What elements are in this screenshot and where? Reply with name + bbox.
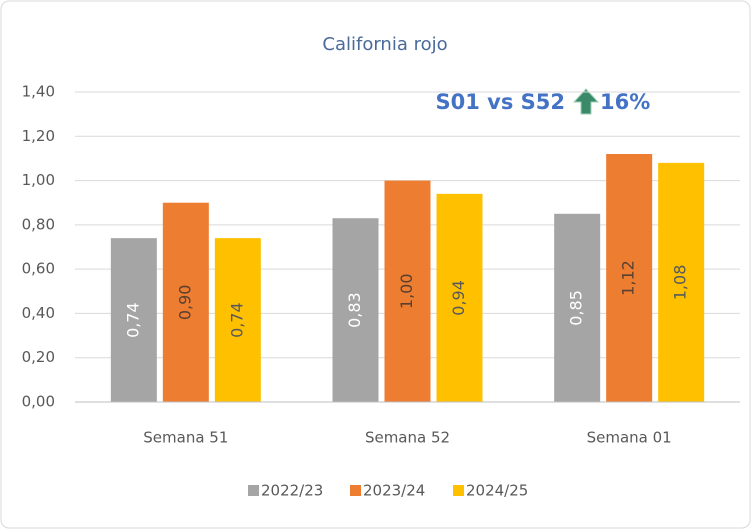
y-tick-label: 1,40 (22, 83, 55, 101)
legend-label: 2024/25 (466, 482, 528, 500)
y-tick-label: 0,20 (22, 348, 55, 366)
legend-label: 2022/23 (261, 482, 323, 500)
legend-swatch (350, 485, 361, 496)
bar (384, 180, 431, 402)
chart-title: California rojo (322, 34, 447, 55)
bar (214, 238, 261, 402)
y-tick-label: 1,20 (22, 127, 55, 145)
bar (332, 218, 379, 402)
up-arrow-icon (572, 88, 600, 115)
bar (110, 238, 157, 402)
value-label: 1,08 (671, 265, 690, 301)
y-tick-label: 1,00 (22, 171, 55, 189)
bar (162, 202, 209, 402)
annotation: S01 vs S52 (435, 90, 565, 114)
value-label: 0,74 (227, 302, 246, 338)
y-tick-label: 0,80 (22, 215, 55, 233)
x-tick-label: Semana 51 (143, 429, 228, 447)
value-label: 0,74 (123, 302, 142, 338)
legend-swatch (248, 485, 259, 496)
x-tick-label: Semana 01 (587, 429, 672, 447)
value-label: 1,00 (397, 273, 416, 309)
annotation-change: 16% (600, 90, 650, 114)
y-tick-label: 0,40 (22, 304, 55, 322)
x-tick-label: Semana 52 (365, 429, 450, 447)
bar (606, 154, 653, 402)
value-label: 0,83 (345, 292, 364, 328)
value-label: 0,85 (567, 290, 586, 326)
bar (436, 193, 483, 402)
value-label: 0,90 (175, 285, 194, 321)
bar (658, 162, 705, 402)
y-tick-label: 0,00 (22, 393, 55, 411)
legend-swatch (453, 485, 464, 496)
bar (554, 213, 601, 402)
value-label: 1,12 (619, 260, 638, 296)
legend-label: 2023/24 (363, 482, 425, 500)
y-tick-label: 0,60 (22, 260, 55, 278)
value-label: 0,94 (449, 280, 468, 316)
